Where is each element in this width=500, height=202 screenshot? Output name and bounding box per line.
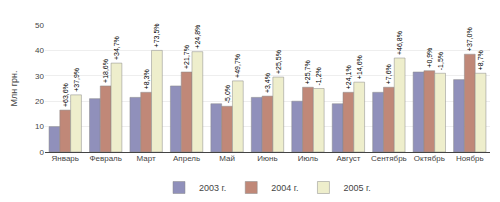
svg-text:+46,8%: +46,8%	[396, 31, 403, 55]
svg-text:+49,7%: +49,7%	[234, 54, 241, 78]
svg-text:Апрель: Апрель	[173, 154, 200, 163]
svg-text:20: 20	[35, 97, 44, 106]
svg-text:+18,6%: +18,6%	[102, 59, 109, 83]
svg-text:-5,0%: -5,0%	[224, 85, 231, 103]
svg-text:+25,5%: +25,5%	[275, 50, 282, 74]
svg-text:Январь: Январь	[52, 154, 79, 163]
svg-text:-1,5%: -1,5%	[437, 52, 444, 70]
svg-text:2004 г.: 2004 г.	[271, 183, 298, 193]
svg-text:50: 50	[35, 21, 44, 30]
svg-text:+8,7%: +8,7%	[477, 50, 484, 70]
svg-text:+7,6%: +7,6%	[385, 64, 392, 84]
svg-text:+37,0%: +37,0%	[466, 27, 473, 51]
svg-text:Млн грн.: Млн грн.	[9, 71, 19, 107]
svg-text:+63,6%: +63,6%	[62, 83, 69, 107]
svg-text:30: 30	[35, 72, 44, 81]
svg-text:+14,6%: +14,6%	[356, 55, 363, 79]
svg-text:+73,5%: +73,5%	[153, 23, 160, 47]
svg-text:+24,8%: +24,8%	[194, 25, 201, 49]
svg-text:+0,9%: +0,9%	[426, 48, 433, 68]
svg-text:Ноябрь: Ноябрь	[456, 154, 484, 163]
svg-text:+21,7%: +21,7%	[183, 45, 190, 69]
svg-text:+25,7%: +25,7%	[304, 60, 311, 84]
svg-text:10: 10	[35, 122, 44, 131]
svg-text:+34,7%: +34,7%	[113, 36, 120, 60]
svg-text:Август: Август	[336, 154, 360, 163]
svg-text:Сентябрь: Сентябрь	[371, 154, 407, 163]
svg-text:+37,9%: +37,9%	[73, 68, 80, 92]
svg-text:2003 г.: 2003 г.	[199, 183, 226, 193]
svg-text:+8,3%: +8,3%	[143, 69, 150, 89]
svg-text:-1,2%: -1,2%	[315, 67, 322, 85]
svg-text:Октябрь: Октябрь	[414, 154, 445, 163]
svg-text:Май: Май	[219, 154, 235, 163]
svg-text:0: 0	[40, 148, 45, 157]
svg-text:Март: Март	[137, 154, 156, 163]
svg-text:Февраль: Февраль	[89, 154, 122, 163]
svg-text:Июнь: Июнь	[257, 154, 277, 163]
svg-text:40: 40	[35, 46, 44, 55]
svg-text:2005 г.: 2005 г.	[343, 183, 370, 193]
svg-text:+3,4%: +3,4%	[264, 73, 271, 93]
svg-text:Июль: Июль	[298, 154, 318, 163]
svg-text:+24,1%: +24,1%	[345, 65, 352, 89]
